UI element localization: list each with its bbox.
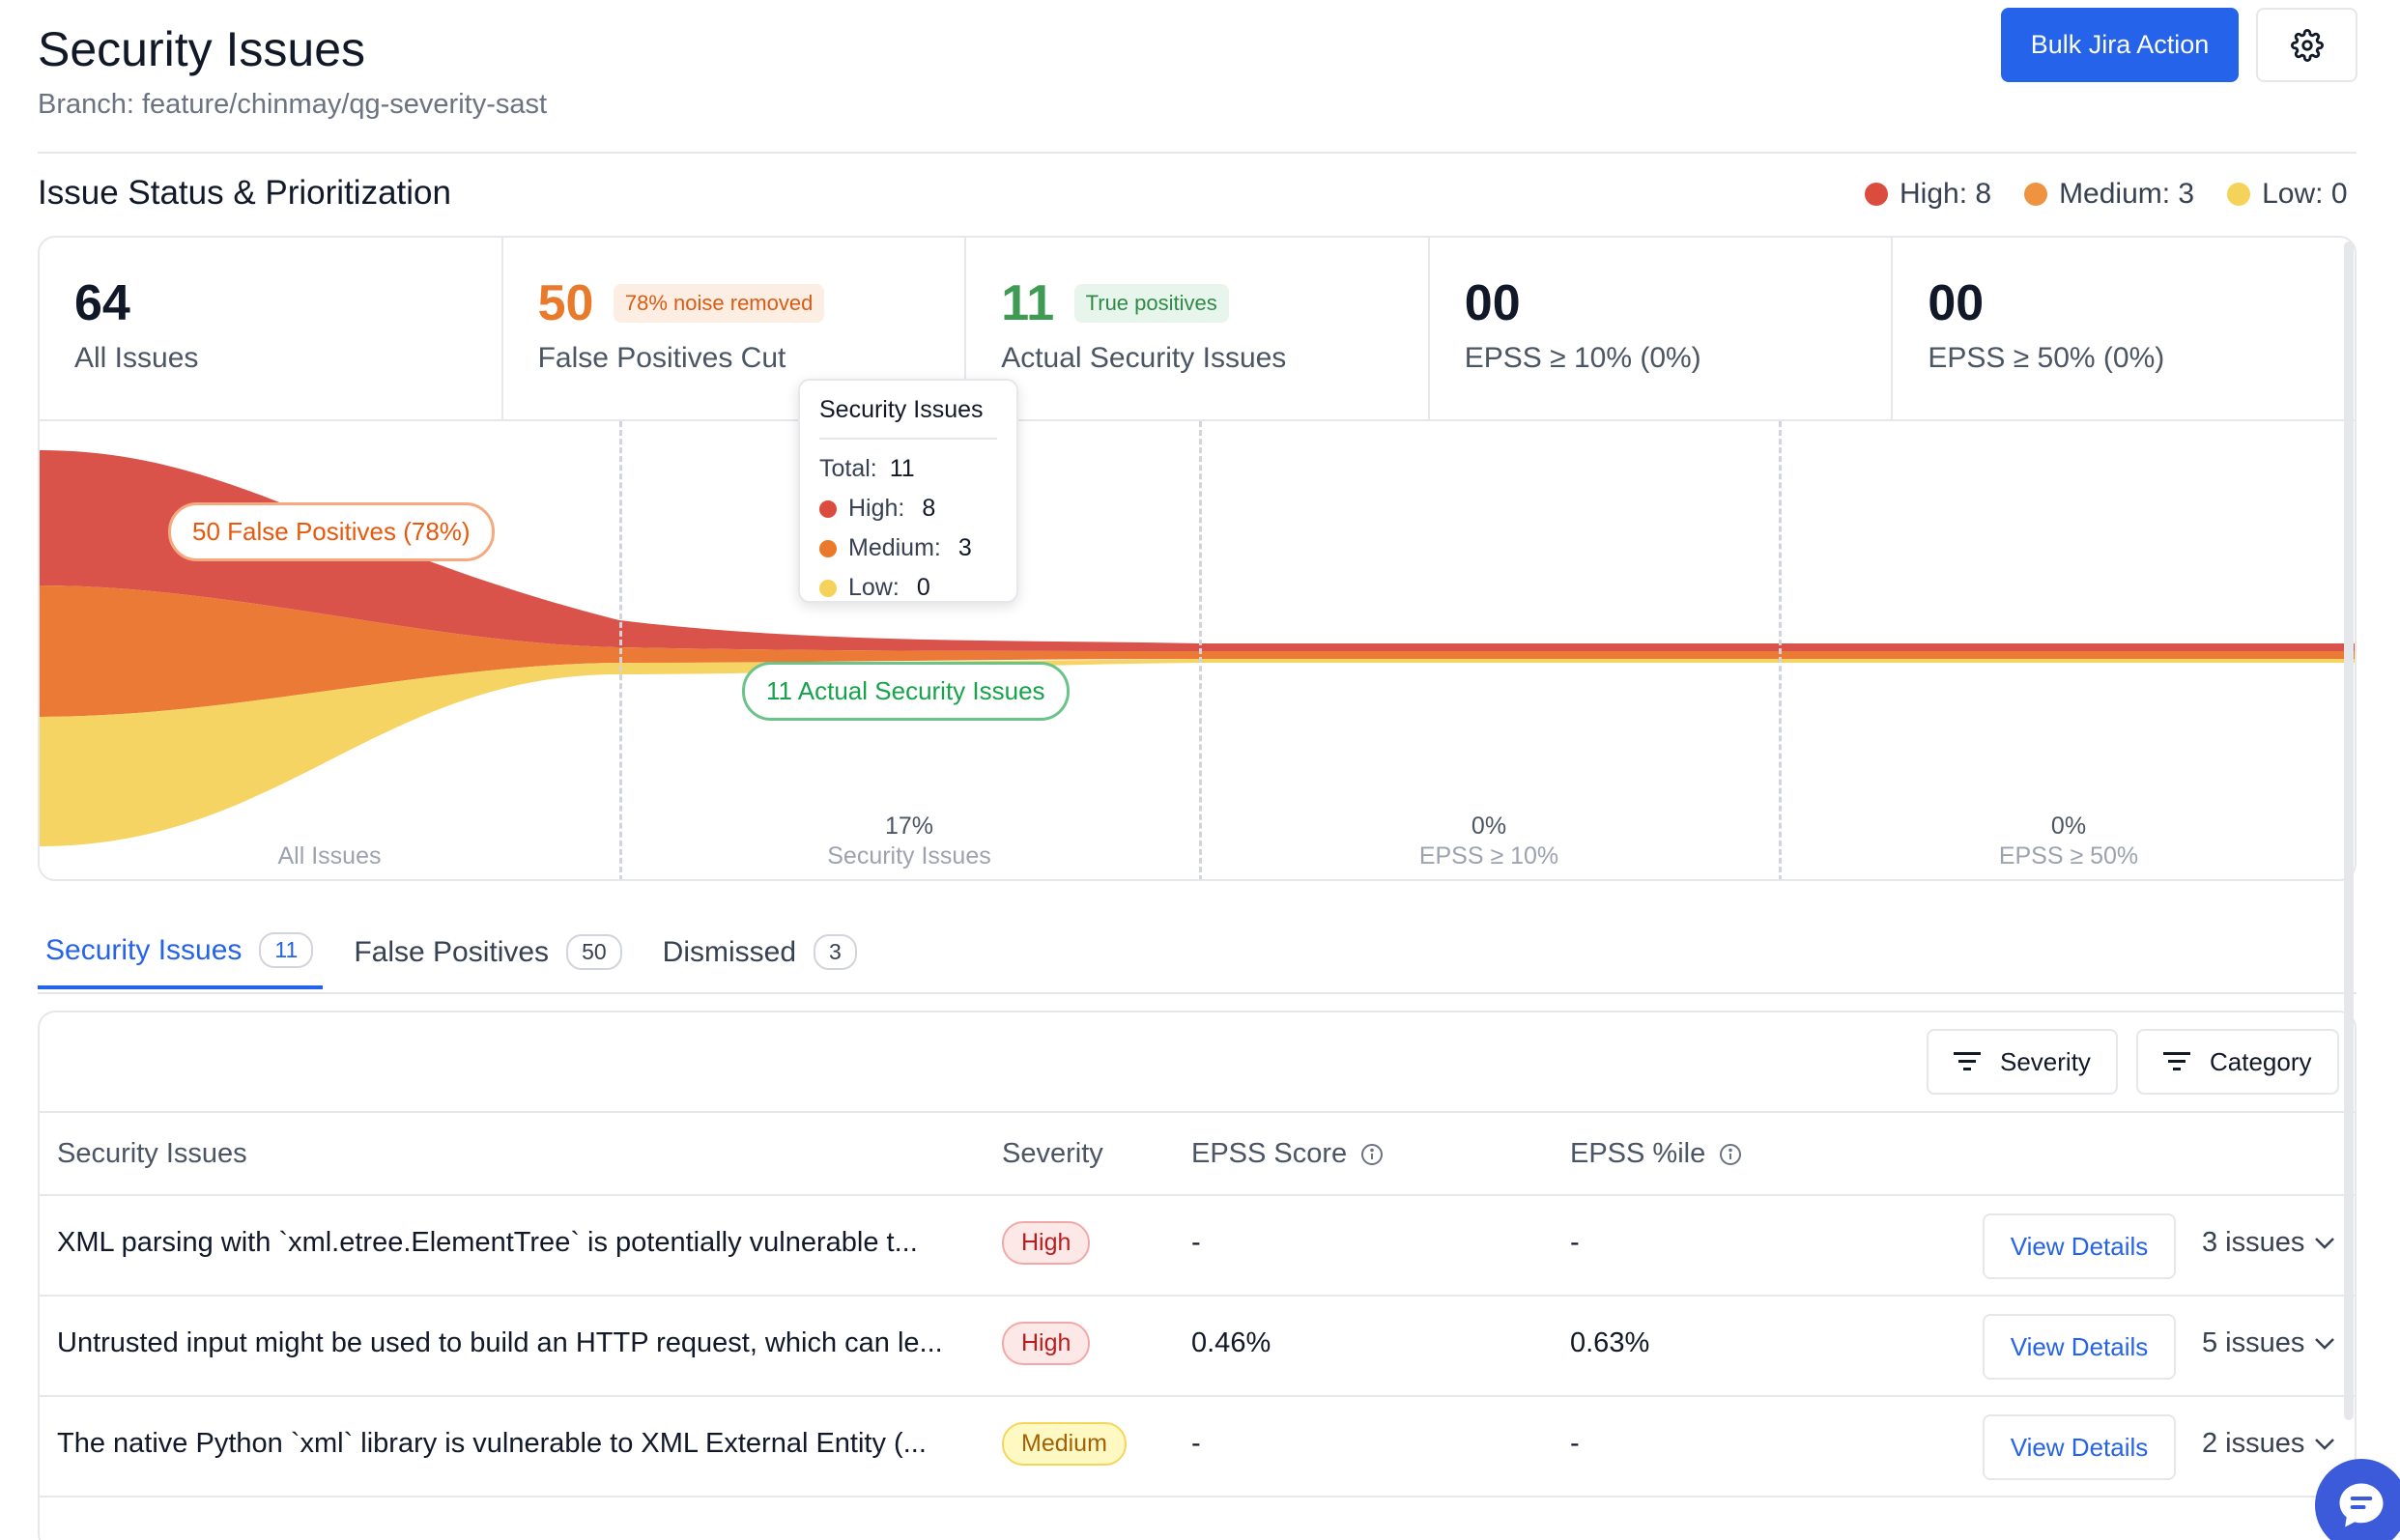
- stat-false-positives[interactable]: 50 78% noise removed False Positives Cut: [503, 238, 967, 419]
- header-divider: [38, 152, 2357, 154]
- issue-title: Untrusted input might be used to build a…: [57, 1327, 943, 1358]
- issue-title: XML parsing with `xml.etree.ElementTree`…: [57, 1227, 918, 1258]
- stats-row: 64 All Issues 50 78% noise removed False…: [40, 238, 2355, 421]
- chart-tooltip: Security Issues Total: 11 High: 8 Medium:…: [798, 379, 1018, 603]
- epss-percentile: -: [1570, 1428, 1580, 1459]
- funnel-band-medium: [40, 585, 2355, 717]
- noise-removed-chip: 78% noise removed: [613, 284, 825, 323]
- funnel-divider-1: [619, 421, 622, 879]
- chat-widget-button[interactable]: [2315, 1459, 2400, 1540]
- gear-icon: [2290, 28, 2324, 62]
- vertical-scrollbar[interactable]: [2344, 242, 2354, 1420]
- legend-low: Low: 0: [2227, 178, 2348, 211]
- tab-dismissed[interactable]: Dismissed 3: [655, 923, 867, 989]
- chevron-down-icon: [2315, 1438, 2335, 1450]
- table-row[interactable]: Untrusted input might be used to build a…: [40, 1297, 2355, 1397]
- view-details-button[interactable]: View Details: [1983, 1414, 2176, 1480]
- header-epss-percentile: EPSS %ile: [1570, 1138, 1742, 1170]
- epss-percentile: 0.63%: [1570, 1327, 1650, 1358]
- severity-badge: High: [1002, 1221, 1091, 1265]
- header-severity: Severity: [1002, 1138, 1103, 1169]
- actual-issues-pill: 11 Actual Security Issues: [742, 662, 1070, 721]
- filter-icon: [1954, 1052, 1981, 1070]
- issues-count-toggle[interactable]: 5 issues: [2202, 1327, 2335, 1359]
- funnel-divider-2: [1199, 421, 1202, 879]
- header-epss-score: EPSS Score: [1191, 1138, 1384, 1170]
- tab-false-positives[interactable]: False Positives 50: [346, 923, 631, 989]
- view-details-button[interactable]: View Details: [1983, 1314, 2176, 1380]
- true-positives-chip: True positives: [1073, 284, 1229, 323]
- category-filter-button[interactable]: Category: [2136, 1029, 2339, 1095]
- funnel-col-epss-10: EPSS ≥ 10%: [1418, 842, 1559, 870]
- stat-all-issues[interactable]: 64 All Issues: [40, 238, 503, 419]
- medium-dot-icon: [2024, 183, 2048, 206]
- epss-score: -: [1191, 1428, 1201, 1459]
- chevron-down-icon: [2315, 1237, 2335, 1249]
- table-header: Security Issues Severity EPSS Score EPSS…: [40, 1111, 2355, 1196]
- table-row[interactable]: The native Python `xml` library is vulne…: [40, 1397, 2355, 1497]
- stat-epss-50[interactable]: 00 EPSS ≥ 50% (0%): [1928, 275, 2165, 374]
- tabs-divider: [38, 992, 2357, 994]
- funnel-pct-epss-10: 0%: [1471, 813, 1507, 840]
- low-dot-icon: [2227, 183, 2251, 206]
- chat-icon: [2339, 1483, 2384, 1527]
- funnel-pct-epss-50: 0%: [2050, 813, 2087, 840]
- bulk-jira-action-button[interactable]: Bulk Jira Action: [2001, 8, 2239, 82]
- severity-legend: High: 8 Medium: 3 Low: 0: [1865, 178, 2348, 211]
- epss-score: 0.46%: [1191, 1327, 1271, 1358]
- legend-medium: Medium: 3: [2024, 178, 2194, 211]
- epss-percentile: -: [1570, 1227, 1580, 1258]
- issues-count-toggle[interactable]: 2 issues: [2202, 1428, 2335, 1460]
- view-details-button[interactable]: View Details: [1983, 1213, 2176, 1279]
- stat-epss-10[interactable]: 00 EPSS ≥ 10% (0%): [1430, 238, 1894, 419]
- section-title: Issue Status & Prioritization: [38, 174, 451, 212]
- funnel-svg: [40, 450, 2355, 846]
- settings-button[interactable]: [2256, 8, 2357, 82]
- issue-title: The native Python `xml` library is vulne…: [57, 1428, 927, 1459]
- table-row[interactable]: XML parsing with `xml.etree.ElementTree`…: [40, 1196, 2355, 1297]
- high-dot-icon: [1865, 183, 1888, 206]
- issues-table-card: Severity Category Security Issues Severi…: [38, 1011, 2357, 1540]
- filter-icon: [2163, 1052, 2190, 1070]
- false-positives-pill: 50 False Positives (78%): [168, 502, 495, 561]
- funnel-col-all-issues: All Issues: [277, 842, 382, 870]
- funnel-chart: All Issues 17% Security Issues 0% EPSS ≥…: [40, 421, 2355, 879]
- issues-count-toggle[interactable]: 3 issues: [2202, 1227, 2335, 1259]
- legend-high: High: 8: [1865, 178, 1991, 211]
- low-dot-icon: [819, 579, 837, 597]
- funnel-col-epss-50: EPSS ≥ 50%: [1998, 842, 2139, 870]
- stat-actual-issues[interactable]: 11 True positives Actual Security Issues: [966, 238, 1430, 419]
- high-dot-icon: [819, 499, 837, 518]
- info-icon[interactable]: [1719, 1143, 1742, 1166]
- severity-badge: High: [1002, 1322, 1091, 1365]
- info-icon[interactable]: [1360, 1143, 1384, 1166]
- chevron-down-icon: [2315, 1337, 2335, 1350]
- severity-filter-button[interactable]: Severity: [1927, 1029, 2118, 1095]
- branch-label: Branch: feature/chinmay/qg-severity-sast: [38, 89, 548, 120]
- medium-dot-icon: [819, 539, 837, 557]
- issue-tabs: Security Issues 11 False Positives 50 Dism…: [38, 923, 890, 989]
- epss-score: -: [1191, 1227, 1201, 1258]
- tab-security-issues[interactable]: Security Issues 11: [38, 923, 324, 989]
- funnel-pct-security: 17%: [884, 813, 934, 840]
- severity-badge: Medium: [1002, 1422, 1127, 1466]
- page-title: Security Issues: [38, 22, 366, 76]
- header-issue: Security Issues: [57, 1138, 247, 1169]
- funnel-divider-3: [1779, 421, 1782, 879]
- funnel-col-security-issues: Security Issues: [827, 842, 991, 870]
- funnel-card: 64 All Issues 50 78% noise removed False…: [38, 236, 2357, 881]
